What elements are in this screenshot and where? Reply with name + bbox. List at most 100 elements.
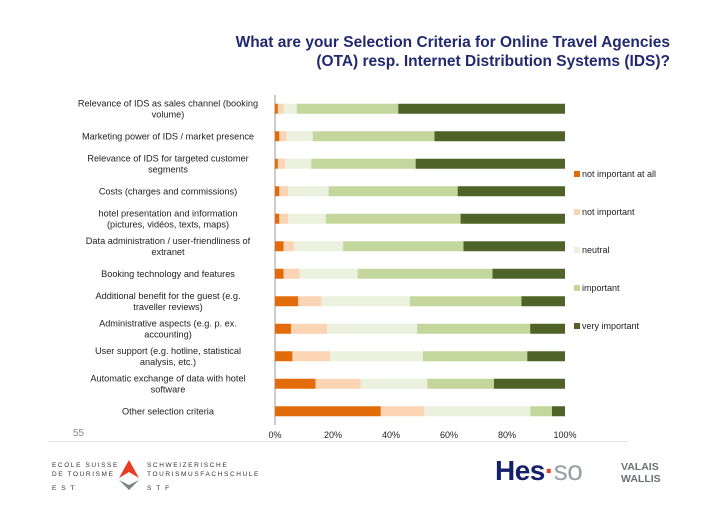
bar-segment: [290, 323, 328, 334]
category-label: Other selection criteria: [122, 406, 215, 416]
legend-label: important: [582, 283, 620, 293]
category-label: analysis, etc.): [140, 357, 196, 367]
stf-logo-text: SCHWEIZERISCHE TOURISMUSFACHSCHULE S T F: [147, 462, 260, 494]
legend-label: not important: [582, 207, 635, 217]
chart-title: What are your Selection Criteria for Onl…: [150, 33, 670, 71]
bar-segment: [283, 268, 300, 279]
category-label: Costs (charges and commissions): [99, 186, 237, 196]
category-label: Administrative aspects (e.g. p. ex.: [99, 318, 237, 328]
bar-segment: [296, 103, 399, 114]
bar-segment: [279, 213, 289, 224]
bar-segment: [409, 296, 522, 307]
category-label: User support (e.g. hotline, statistical: [95, 346, 241, 356]
category-label: volume): [152, 109, 185, 119]
bar-segment: [311, 158, 416, 169]
bar-segment: [357, 268, 493, 279]
x-tick-label: 40%: [382, 430, 400, 440]
bar-segment: [463, 241, 565, 252]
bar-segment: [285, 158, 312, 169]
wallis-label: WALLIS: [621, 473, 661, 485]
bar-segment: [288, 186, 329, 197]
bar-segment: [277, 158, 286, 169]
bar-segment: [417, 323, 531, 334]
category-label: Data administration / user-friendliness …: [86, 236, 251, 246]
bar-segment: [275, 378, 316, 389]
legend-swatch: [574, 323, 580, 329]
category-label: Additional benefit for the guest (e.g.: [95, 291, 240, 301]
valais-wallis-text: VALAIS WALLIS: [621, 461, 661, 485]
bar-segment: [325, 213, 461, 224]
stf-line3: S T F: [147, 485, 171, 492]
swiss-tourism-mark-icon: [119, 460, 139, 490]
bar-segment: [328, 186, 458, 197]
category-label: software: [151, 384, 186, 394]
bar-segment: [398, 103, 565, 114]
bar-segment: [279, 186, 289, 197]
legend-label: very important: [582, 321, 640, 331]
category-label: (pictures, vidéos, texts, maps): [107, 219, 229, 229]
category-label: accounting): [144, 329, 192, 339]
bar-segment: [298, 296, 322, 307]
hes-dot: ·: [544, 455, 554, 486]
hes-text: Hes: [495, 455, 545, 486]
bar-segment: [275, 186, 280, 197]
bar-segment: [315, 378, 361, 389]
category-label: segments: [148, 164, 188, 174]
est-logo-text: ECOLE SUISSE DE TOURISME E S T: [52, 462, 119, 494]
bar-segment: [275, 213, 280, 224]
category-label: extranet: [151, 247, 185, 257]
bar-segment: [275, 323, 291, 334]
bar-segment: [493, 378, 565, 389]
bar-segment: [275, 351, 293, 362]
category-label: Automatic exchange of data with hotel: [90, 373, 245, 383]
bar-segment: [434, 131, 565, 142]
stf-line1: SCHWEIZERISCHE: [147, 462, 229, 469]
bar-segment: [424, 406, 531, 417]
bar-segment: [277, 103, 284, 114]
bar-segment: [275, 103, 278, 114]
bar-segment: [279, 131, 287, 142]
bar-segment: [275, 406, 381, 417]
category-label: Booking technology and features: [101, 269, 235, 279]
bar-segment: [422, 351, 528, 362]
bar-segment: [293, 241, 344, 252]
category-label: hotel presentation and information: [99, 208, 238, 218]
bar-segment: [530, 406, 552, 417]
est-line2: DE TOURISME: [52, 470, 115, 478]
est-line3: E S T: [52, 485, 77, 492]
bar-segment: [380, 406, 425, 417]
bar-segment: [275, 241, 284, 252]
bar-segment: [299, 268, 358, 279]
bar-segment: [292, 351, 331, 362]
legend-label: neutral: [582, 245, 610, 255]
bar-segment: [530, 323, 565, 334]
so-text: so: [553, 455, 583, 486]
bar-segment: [415, 158, 565, 169]
page-number: 55: [73, 428, 85, 439]
footer-divider: [48, 441, 628, 442]
x-tick-label: 0%: [268, 430, 281, 440]
bar-segment: [427, 378, 494, 389]
legend-swatch: [574, 285, 580, 291]
bar-segment: [343, 241, 464, 252]
hes-so-wordmark: Hes·so: [495, 455, 583, 487]
x-tick-label: 60%: [440, 430, 458, 440]
bar-segment: [286, 131, 313, 142]
bar-segment: [288, 213, 326, 224]
x-tick-label: 100%: [553, 430, 576, 440]
bar-segment: [275, 296, 299, 307]
chart-title-line1: What are your Selection Criteria for Onl…: [235, 34, 670, 51]
category-label: Marketing power of IDS / market presence: [82, 131, 254, 141]
legend-swatch: [574, 247, 580, 253]
bar-segment: [275, 131, 280, 142]
bar-segment: [275, 158, 278, 169]
category-label: traveller reviews): [133, 302, 202, 312]
bar-segment: [551, 406, 565, 417]
bar-segment: [457, 186, 565, 197]
hes-so-logo: Hes·so VALAIS WALLIS: [495, 455, 675, 495]
bar-segment: [460, 213, 565, 224]
bar-segment: [492, 268, 565, 279]
bar-segment: [527, 351, 565, 362]
bar-segment: [312, 131, 435, 142]
